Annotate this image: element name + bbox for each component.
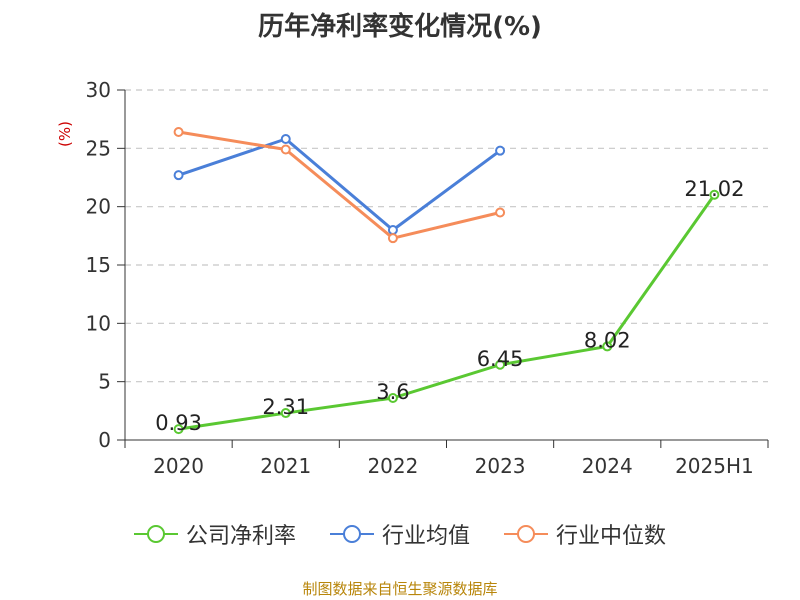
data-point xyxy=(495,359,506,370)
data-point xyxy=(387,225,398,235)
y-tick-label: 0 xyxy=(98,428,111,452)
data-label: 21.02 xyxy=(684,177,744,201)
legend-item-industry-avg[interactable]: 行业均值 xyxy=(329,518,470,550)
data-point xyxy=(173,127,184,137)
x-tick-label: 2023 xyxy=(475,454,526,478)
data-point xyxy=(280,408,291,419)
series-line-0 xyxy=(178,193,716,431)
y-tick-label: 5 xyxy=(98,370,111,394)
series-line-2 xyxy=(178,130,501,240)
legend-item-industry-median[interactable]: 行业中位数 xyxy=(504,518,666,550)
legend-marker-industry-avg-icon xyxy=(329,525,374,543)
data-label: 2.31 xyxy=(262,395,309,419)
data-point xyxy=(173,170,184,181)
chart-title: 历年净利率变化情况(%) xyxy=(258,12,542,42)
data-point xyxy=(709,189,720,200)
data-label: 8.02 xyxy=(584,328,631,352)
legend-label-industry-median: 行业中位数 xyxy=(556,524,667,549)
x-tick-label: 2021 xyxy=(260,454,311,478)
legend-marker-company-icon xyxy=(133,525,178,543)
legend: 公司净利率 行业均值 行业中位数 xyxy=(0,518,800,550)
x-tick-label: 2025H1 xyxy=(675,454,754,478)
data-point xyxy=(173,424,184,435)
x-tick-label: 2020 xyxy=(153,454,204,478)
x-tick-label: 2022 xyxy=(367,454,418,478)
data-point xyxy=(495,145,506,156)
data-point xyxy=(387,233,398,244)
series-line-1 xyxy=(178,137,501,232)
data-point xyxy=(602,341,613,352)
data-source-note: 制图数据来自恒生聚源数据库 xyxy=(302,580,498,598)
data-point xyxy=(280,144,291,155)
y-tick-label: 30 xyxy=(86,78,111,102)
y-tick-label: 20 xyxy=(86,195,111,219)
data-point xyxy=(495,207,506,218)
legend-marker-industry-median-icon xyxy=(504,525,548,543)
legend-label-company: 公司净利率 xyxy=(185,524,296,549)
data-label: 6.45 xyxy=(477,347,524,371)
y-tick-label: 15 xyxy=(86,253,111,277)
legend-item-company[interactable]: 公司净利率 xyxy=(133,518,296,550)
data-label: 3.6 xyxy=(376,380,409,404)
y-tick-label: 10 xyxy=(86,311,111,335)
data-point xyxy=(280,134,291,144)
data-label: 0.93 xyxy=(155,411,202,435)
y-tick-label: 25 xyxy=(86,136,111,160)
data-point xyxy=(387,393,398,403)
x-tick-label: 2024 xyxy=(582,454,633,478)
legend-label-industry-avg: 行业均值 xyxy=(381,524,470,549)
